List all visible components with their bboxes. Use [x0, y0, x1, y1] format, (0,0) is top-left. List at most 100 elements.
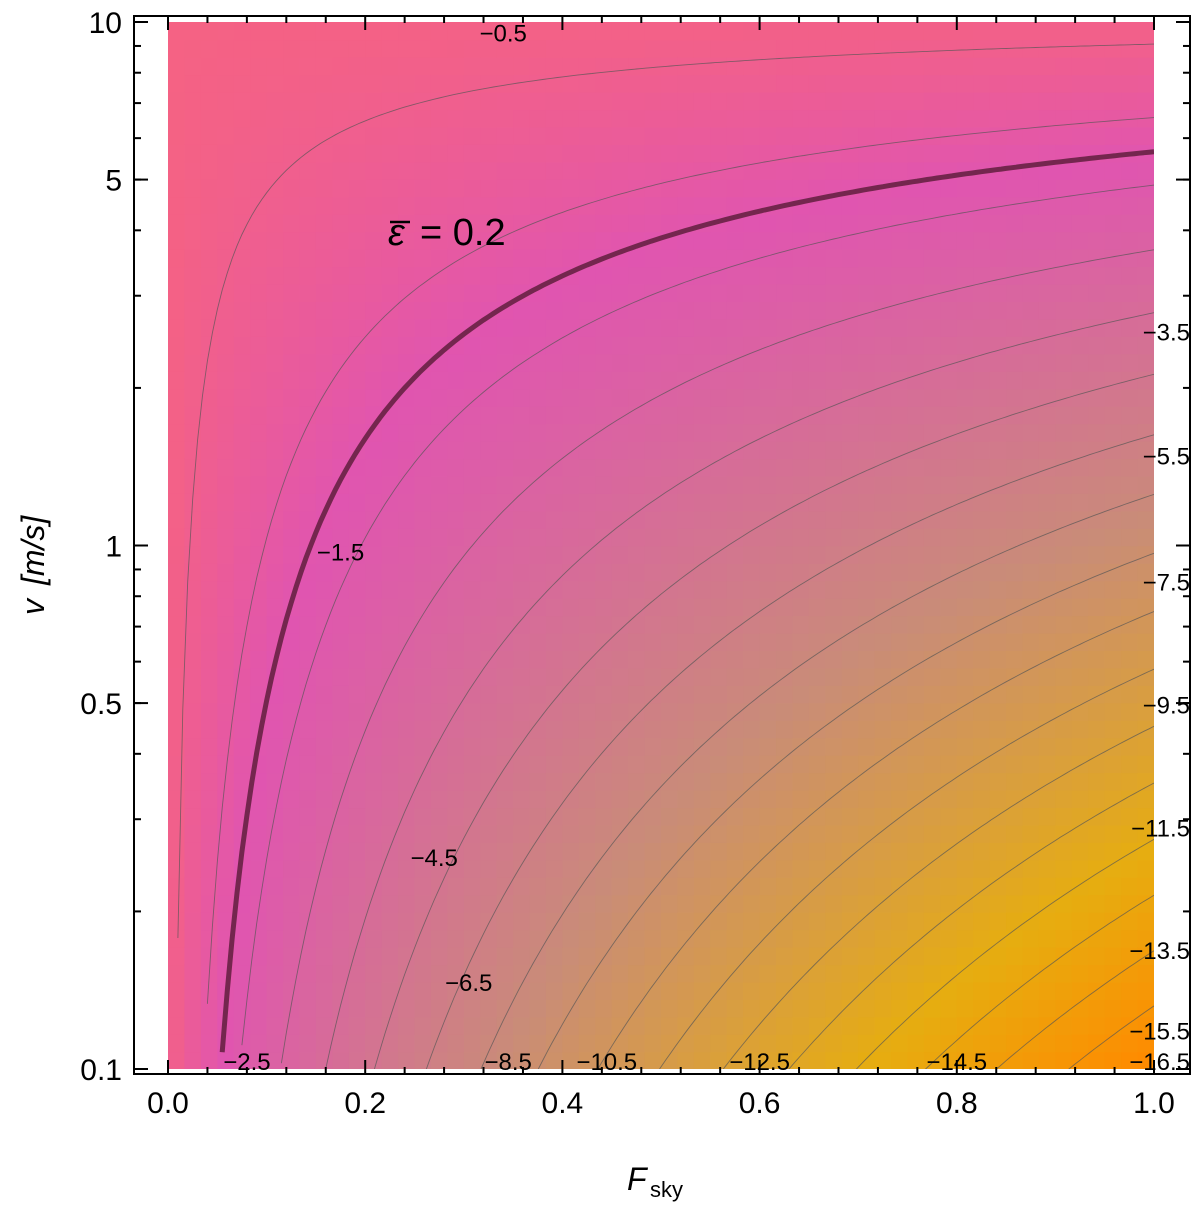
heatmap-cell: [743, 981, 761, 1000]
heatmap-cell: [710, 179, 728, 198]
heatmap-cell: [463, 528, 482, 547]
heatmap-cell: [414, 161, 432, 180]
heatmap-cell: [808, 597, 827, 617]
heatmap-cell: [299, 737, 317, 756]
heatmap-cell: [874, 475, 892, 494]
heatmap-cell: [841, 510, 859, 529]
heatmap-cell: [529, 336, 547, 355]
heatmap-cell: [315, 580, 334, 599]
heatmap-cell: [250, 179, 268, 198]
heatmap-cell: [480, 842, 498, 861]
heatmap-cell: [677, 615, 695, 634]
heatmap-cell: [923, 371, 942, 390]
heatmap-cell: [989, 231, 1007, 250]
heatmap-cell: [1055, 545, 1073, 564]
heatmap-cell: [792, 877, 810, 896]
heatmap-cell: [825, 336, 843, 355]
heatmap-cell: [661, 266, 679, 285]
heatmap-cell: [989, 754, 1007, 774]
heatmap-cell: [414, 981, 432, 1000]
heatmap-cell: [1088, 440, 1106, 460]
heatmap-cell: [989, 213, 1007, 233]
heatmap-cell: [315, 702, 334, 721]
heatmap-cell: [907, 824, 925, 843]
heatmap-cell: [332, 231, 350, 250]
heatmap-cell: [759, 999, 777, 1018]
heatmap-cell: [940, 388, 958, 407]
heatmap-cell: [168, 772, 186, 791]
heatmap-cell: [726, 807, 744, 826]
heatmap-cell: [299, 772, 317, 791]
heatmap-cell: [414, 754, 432, 774]
heatmap-cell: [989, 74, 1007, 93]
heatmap-cell: [759, 562, 777, 582]
heatmap-cell: [1038, 266, 1057, 285]
heatmap-cell: [430, 231, 449, 250]
heatmap-cell: [381, 196, 399, 215]
heatmap-cell: [496, 1051, 514, 1069]
heatmap-cell: [463, 196, 482, 215]
heatmap-cell: [677, 1034, 695, 1053]
heatmap-cell: [365, 789, 383, 809]
heatmap-cell: [217, 632, 235, 651]
heatmap-cell: [1121, 196, 1139, 215]
heatmap-cell: [562, 196, 580, 215]
heatmap-cell: [710, 144, 728, 163]
heatmap-cell: [874, 877, 892, 896]
heatmap-cell: [825, 423, 843, 442]
heatmap-cell: [1022, 231, 1040, 250]
heatmap-cell: [348, 388, 366, 407]
heatmap-cell: [973, 22, 991, 41]
heatmap-cell: [1137, 266, 1154, 285]
heatmap-cell: [792, 911, 810, 931]
x-axis-title-sub: sky: [650, 1177, 683, 1202]
heatmap-cell: [578, 824, 597, 843]
heatmap-cell: [250, 74, 268, 93]
heatmap-cell: [562, 562, 580, 582]
heatmap-cell: [414, 301, 432, 320]
heatmap-cell: [891, 650, 909, 669]
heatmap-cell: [266, 877, 284, 896]
heatmap-cell: [825, 964, 843, 983]
heatmap-cell: [743, 74, 761, 93]
heatmap-cell: [200, 1034, 219, 1053]
heatmap-cell: [858, 388, 876, 407]
heatmap-cell: [200, 650, 219, 669]
heatmap-cell: [973, 929, 991, 948]
heatmap-cell: [283, 650, 301, 669]
heatmap-cell: [562, 283, 580, 302]
heatmap-cell: [595, 911, 613, 931]
heatmap-cell: [710, 807, 728, 826]
heatmap-cell: [545, 91, 564, 111]
heatmap-cell: [283, 56, 301, 76]
contour-line: [425, 434, 1154, 1069]
heatmap-cell: [1055, 702, 1073, 721]
heatmap-cell: [578, 1016, 597, 1035]
heatmap-cell: [513, 74, 531, 93]
heatmap-cell: [611, 74, 629, 93]
heatmap-cell: [315, 231, 334, 250]
heatmap-cell: [200, 39, 219, 58]
heatmap-cell: [792, 405, 810, 425]
heatmap-cell: [217, 877, 235, 896]
heatmap-cell: [841, 22, 859, 41]
heatmap-cell: [677, 999, 695, 1018]
heatmap-cell: [365, 632, 383, 651]
heatmap-cell: [398, 475, 416, 494]
heatmap-cell: [891, 545, 909, 564]
heatmap-cell: [693, 894, 712, 913]
heatmap-cell: [332, 877, 350, 896]
heatmap-cell: [430, 964, 449, 983]
heatmap-cell: [743, 353, 761, 372]
heatmap-cell: [529, 231, 547, 250]
heatmap-cell: [743, 667, 761, 686]
heatmap-cell: [726, 999, 744, 1018]
heatmap-cell: [299, 597, 317, 617]
heatmap-cell: [726, 74, 744, 93]
heatmap-cell: [726, 562, 744, 582]
heatmap-cell: [496, 213, 514, 233]
heatmap-cell: [628, 1051, 646, 1069]
heatmap-cell: [430, 371, 449, 390]
heatmap-cell: [381, 1016, 399, 1035]
heatmap-cell: [545, 458, 564, 477]
